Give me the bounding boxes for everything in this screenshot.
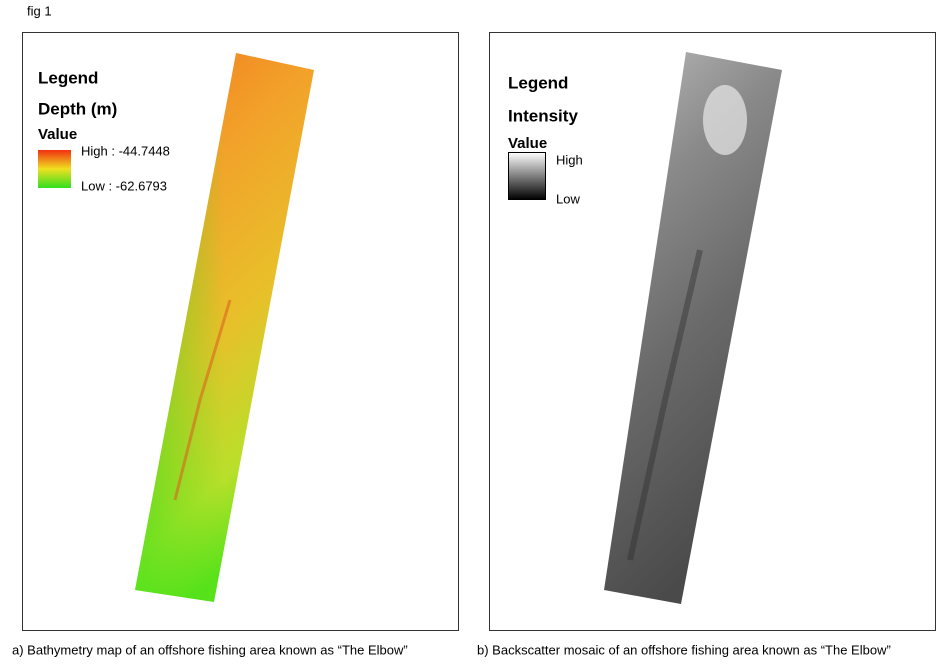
legend-high: High: [556, 152, 583, 167]
legend-high: High : -44.7448: [81, 143, 170, 158]
figure-label: fig 1: [27, 3, 52, 18]
legend-low: Low : -62.6793: [81, 178, 167, 193]
dark-feature: [627, 249, 703, 561]
ridge: [173, 299, 232, 501]
legend-value: Value: [508, 135, 547, 152]
legend-layer: Intensity: [508, 106, 578, 125]
legend-layer: Depth (m): [38, 99, 117, 118]
caption: b) Backscatter mosaic of an offshore fis…: [477, 642, 891, 657]
bright-patch: [703, 85, 747, 155]
bathymetry-shading: [135, 53, 314, 602]
legend-ramp: [508, 152, 546, 200]
legend-title: Legend: [508, 73, 568, 92]
legend-value: Value: [38, 126, 77, 143]
panel-frame: [489, 32, 936, 631]
legend-low: Low: [556, 191, 580, 206]
caption: a) Bathymetry map of an offshore fishing…: [12, 642, 408, 657]
backscatter-strip: [604, 52, 782, 604]
legend-title: Legend: [38, 68, 98, 87]
legend-ramp: [38, 150, 71, 188]
panel-frame: [22, 32, 459, 631]
